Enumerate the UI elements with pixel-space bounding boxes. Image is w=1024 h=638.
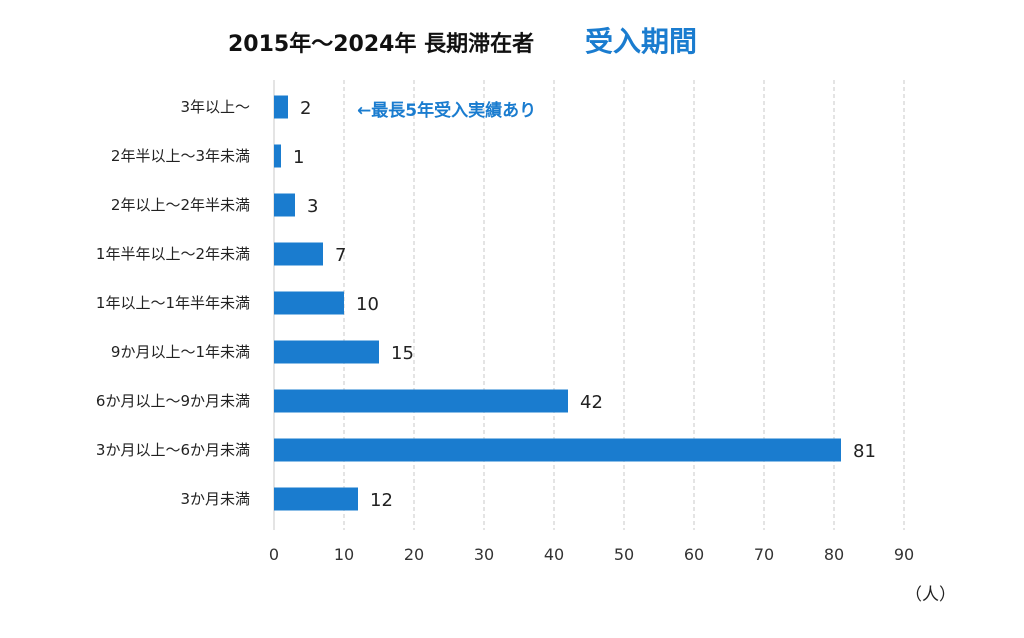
x-axis-ticks: 0 10 20 30 40 50 60 70 80 90: [269, 545, 914, 564]
bar: [274, 193, 295, 217]
bars: [274, 95, 841, 511]
data-label: 81: [853, 441, 876, 462]
bar: [274, 487, 358, 511]
data-label: 42: [580, 392, 603, 413]
x-tick-label: 0: [269, 545, 279, 564]
bar: [274, 291, 344, 315]
category-label: 6か月以上～9か月未満: [96, 392, 250, 410]
bar: [274, 95, 288, 119]
data-label: 15: [391, 343, 414, 364]
x-tick-label: 80: [824, 545, 844, 564]
annotation-max-period: ←最長5年受入実績あり: [357, 100, 536, 121]
x-tick-label: 60: [684, 545, 704, 564]
data-label: 10: [356, 294, 379, 315]
data-label: 7: [335, 245, 346, 266]
category-label: 3か月以上～6か月未満: [96, 441, 250, 459]
x-tick-label: 90: [894, 545, 914, 564]
bar: [274, 242, 323, 266]
bar: [274, 340, 379, 364]
x-tick-label: 70: [754, 545, 774, 564]
category-label: 2年以上～2年半未満: [111, 196, 250, 214]
x-tick-label: 50: [614, 545, 634, 564]
data-label: 12: [370, 490, 393, 511]
x-tick-label: 30: [474, 545, 494, 564]
category-label: 1年以上～1年半年未満: [96, 294, 250, 312]
chart-title: 2015年～2024年 長期滞在者: [228, 31, 534, 57]
unit-label: （人）: [905, 585, 956, 605]
data-label: 1: [293, 147, 304, 168]
bar: [274, 438, 841, 462]
category-labels: 3年以上～ 2年半以上～3年未満 2年以上～2年半未満 1年半年以上～2年未満 1年以上…: [96, 98, 250, 508]
category-label: 1年半年以上～2年未満: [96, 245, 250, 263]
bar: [274, 389, 568, 413]
bar: [274, 144, 281, 168]
x-tick-label: 10: [334, 545, 354, 564]
x-tick-label: 20: [404, 545, 424, 564]
data-label: 2: [300, 98, 311, 119]
data-label: 3: [307, 196, 318, 217]
x-tick-label: 40: [544, 545, 564, 564]
category-label: 9か月以上～1年未満: [111, 343, 250, 361]
chart-title-accent: 受入期間: [585, 25, 697, 58]
data-labels: 2 1 3 7 10 15 42 81 12: [293, 98, 876, 511]
category-label: 3か月未満: [180, 490, 250, 508]
category-label: 2年半以上～3年未満: [111, 147, 250, 165]
category-label: 3年以上～: [180, 98, 250, 116]
